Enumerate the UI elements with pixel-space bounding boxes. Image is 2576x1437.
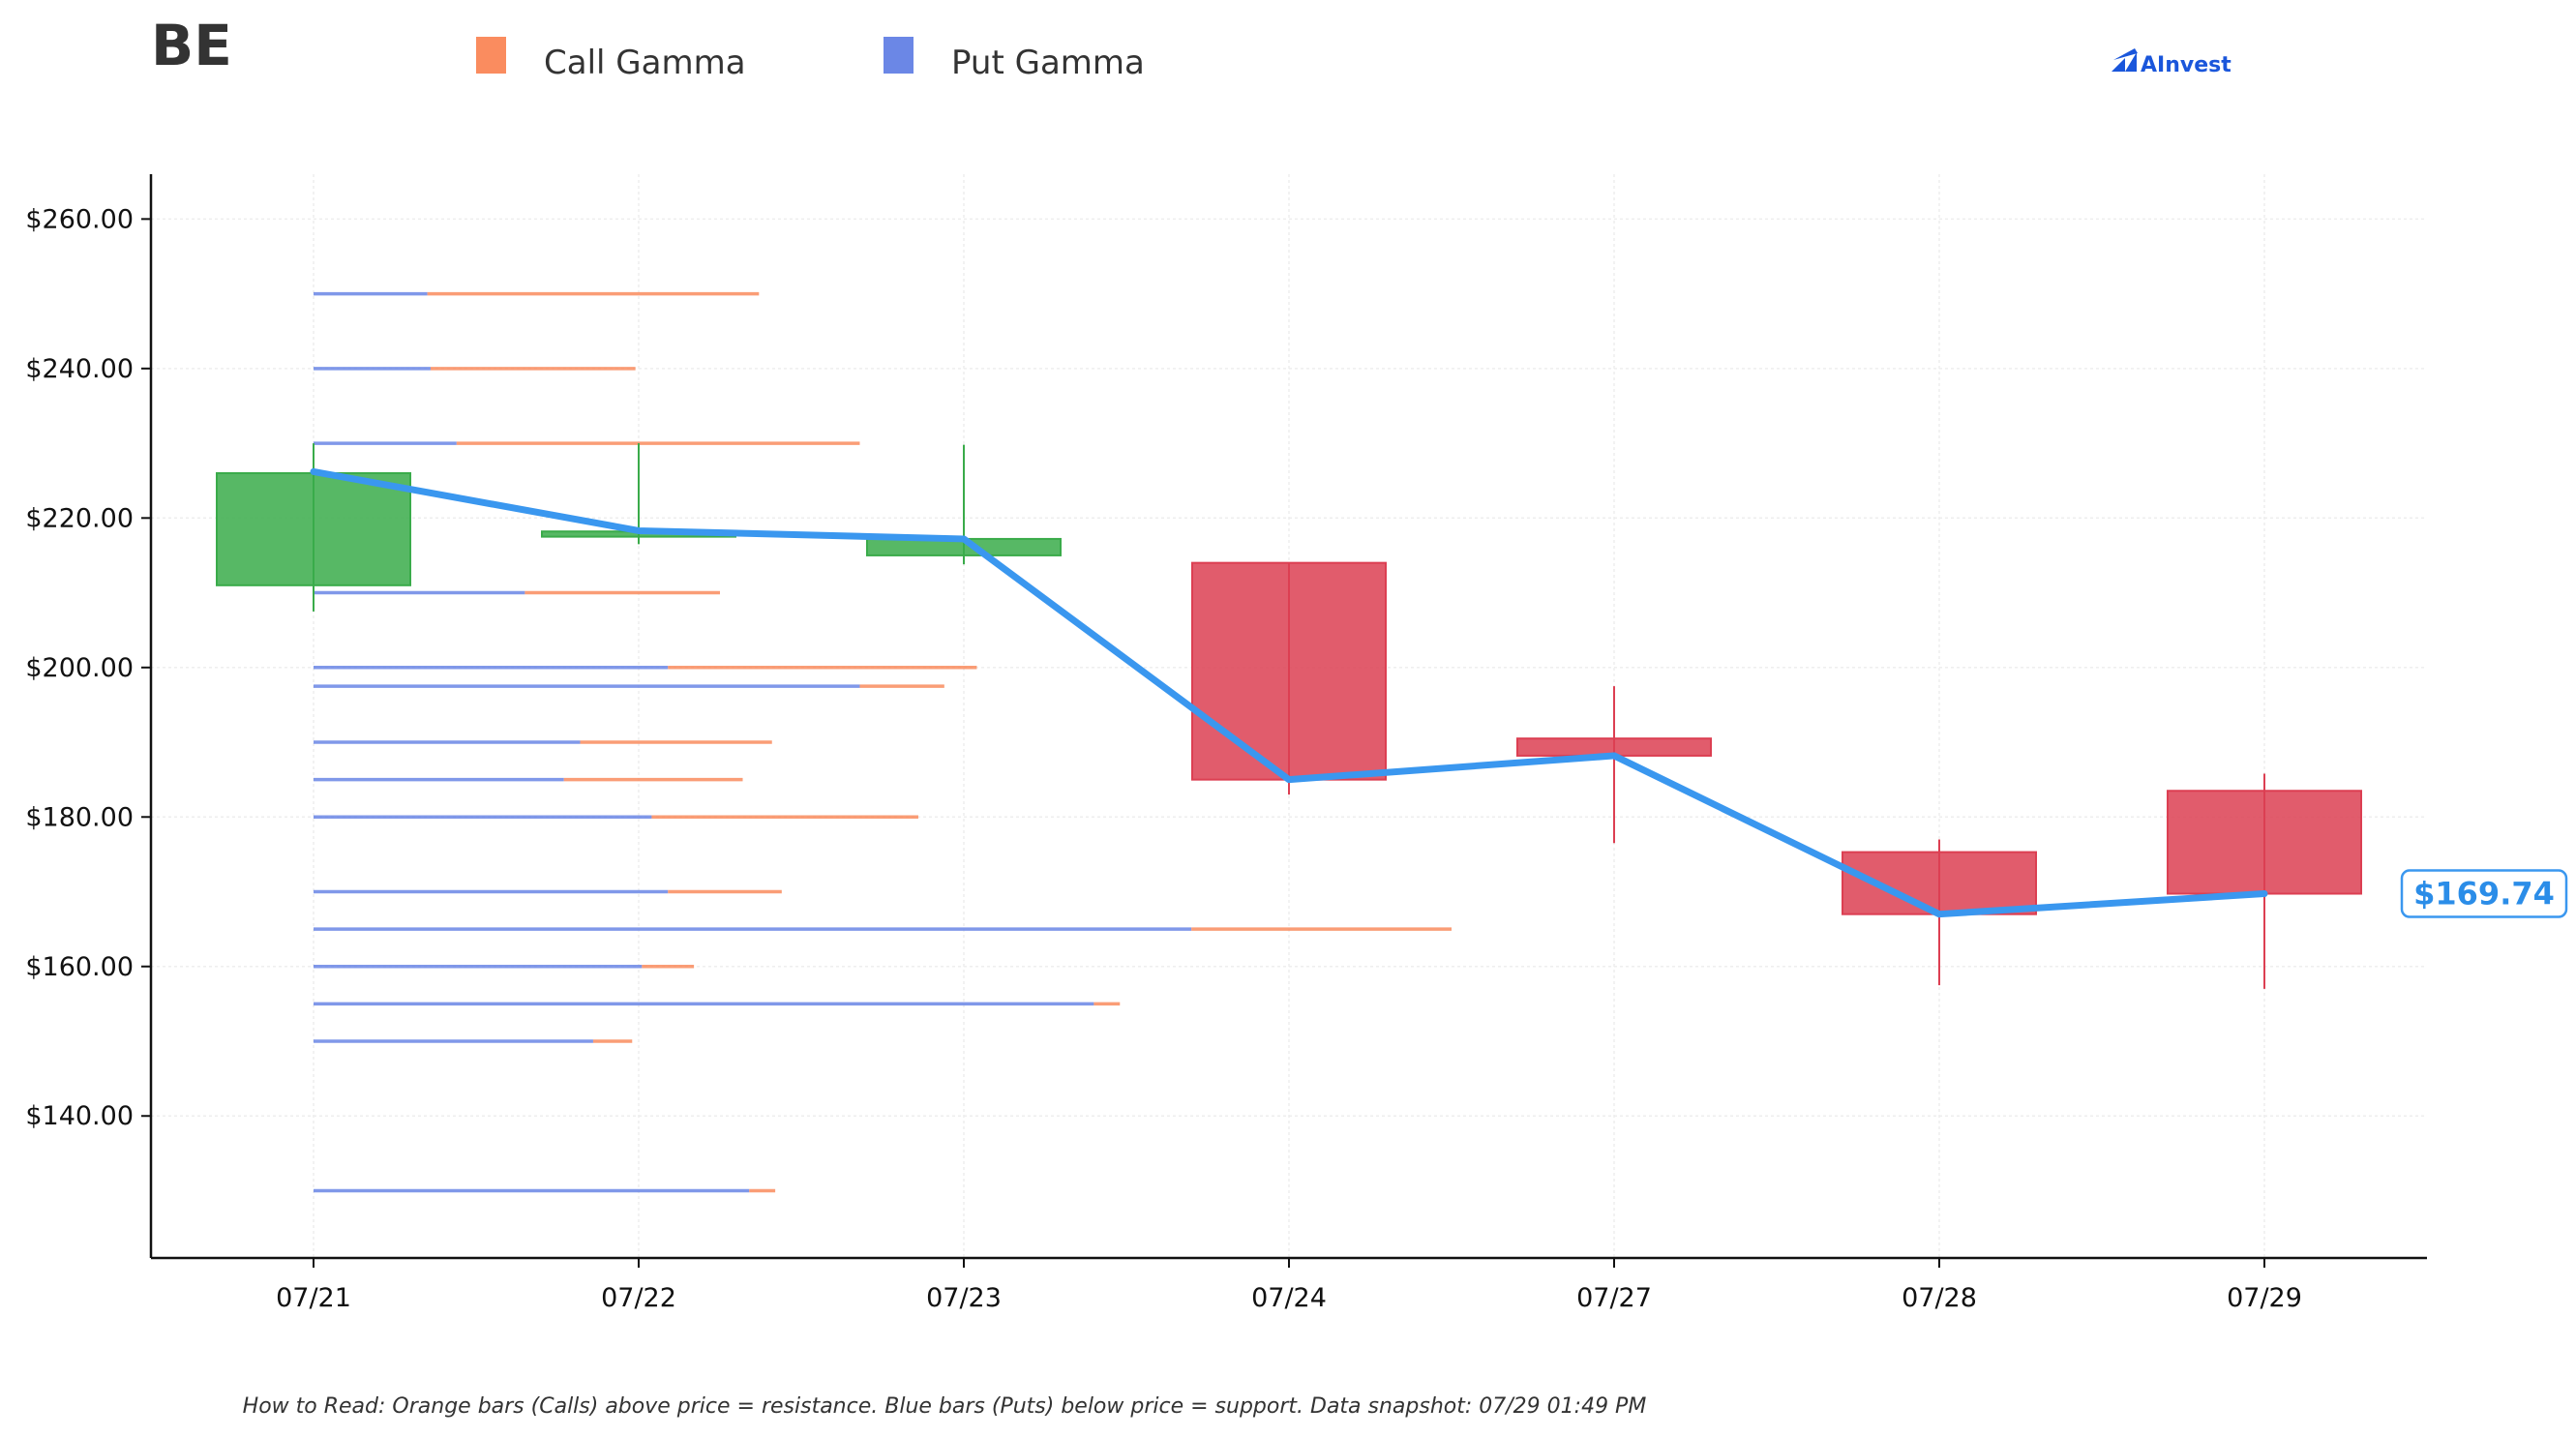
candle-body (216, 471, 411, 586)
candle-body (1191, 561, 1387, 781)
x-tick-label: 07/21 (276, 1283, 351, 1313)
y-tick-label: $140.00 (25, 1101, 134, 1131)
legend-label-put-gamma: Put Gamma (951, 44, 1145, 82)
last-price-tag: $169.74 (2400, 869, 2568, 918)
y-tick-label: $260.00 (25, 204, 134, 234)
y-tick-label: $240.00 (25, 354, 134, 384)
y-tick-label: $220.00 (25, 503, 134, 533)
last-price-box (2400, 869, 2568, 918)
legend: Call Gamma Put Gamma (476, 37, 1145, 82)
x-tick-label: 07/27 (1576, 1283, 1652, 1313)
gamma-bars (314, 291, 1452, 1193)
brand-name: AInvest (2141, 53, 2232, 77)
x-tick-label: 07/24 (1251, 1283, 1327, 1313)
y-tick-label: $200.00 (25, 653, 134, 683)
legend-label-call-gamma: Call Gamma (544, 44, 746, 82)
x-tick-label: 07/22 (601, 1283, 676, 1313)
x-tick-label: 07/29 (2227, 1283, 2302, 1313)
legend-swatch-put-gamma (884, 37, 914, 74)
ainvest-logo-icon (2112, 48, 2138, 72)
x-tick-label: 07/23 (926, 1283, 1002, 1313)
last-price-label: $169.74 (2413, 876, 2555, 913)
axes: $140.00 $160.00 $180.00 $200.00 $220.00 $240.… (25, 174, 2427, 1313)
ticker-symbol: BE (151, 13, 232, 78)
footnote: How to Read: Orange bars (Calls) above p… (243, 1394, 1647, 1419)
y-tick-label: $180.00 (25, 802, 134, 832)
candle-body (1842, 851, 2037, 915)
legend-swatch-call-gamma (476, 37, 506, 74)
price-line-group (310, 467, 2268, 918)
y-tick-label: $160.00 (25, 952, 134, 982)
x-tick-label: 07/28 (1902, 1283, 1977, 1313)
brand-logo: AInvest (2112, 48, 2232, 77)
price-line (310, 467, 2268, 918)
candle-body (2167, 790, 2362, 895)
candles (216, 443, 2362, 989)
